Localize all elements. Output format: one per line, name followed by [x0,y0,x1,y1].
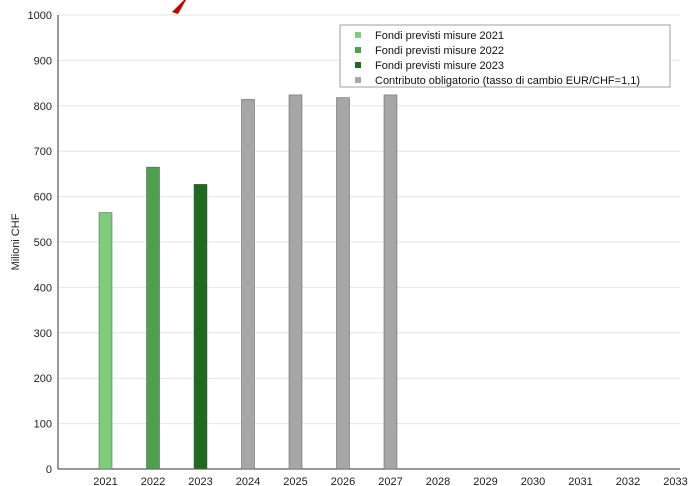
x-tick-label: 2031 [568,476,592,486]
x-tick-label: 2032 [616,476,640,486]
x-tick-label: 2024 [236,476,260,486]
x-tick-label: 2029 [473,476,497,486]
bar [336,97,350,470]
y-tick-label: 900 [34,55,52,67]
legend-box [339,24,671,88]
x-tick-label: 2027 [378,476,402,486]
bar [193,184,208,470]
bars [98,94,398,470]
legend-swatch [355,47,361,53]
x-tick-label: 2028 [426,476,450,486]
y-tick-label: 200 [34,373,52,385]
bar [146,166,160,470]
y-tick-label: 500 [34,237,52,249]
y-tick-label: 300 [34,328,52,340]
legend-label: Contributo obligatorio (tasso di cambio … [375,75,640,87]
y-tick-label: 400 [34,282,52,294]
x-tick-label: 2022 [141,476,165,486]
red-stroke [172,0,186,14]
legend: Fondi previsti misure 2021 Fondi previsti… [339,24,671,88]
bar [241,99,255,470]
red-stroke-decoration [172,0,186,14]
legend-label: Fondi previsti misure 2021 [375,30,504,42]
y-tick-label: 600 [34,192,52,204]
bar [288,94,303,470]
bar [98,212,113,470]
y-tick-label: 100 [34,419,52,431]
legend-label: Fondi previsti misure 2023 [375,60,504,72]
x-tick-label: 2023 [188,476,212,486]
legend-swatch [355,32,361,38]
y-tick-label: 800 [34,101,52,113]
y-axis-title: Milioni CHF [10,213,22,270]
x-tick-label: 2025 [283,476,307,486]
legend-label: Fondi previsti misure 2022 [375,45,504,57]
y-tick-label: 1000 [28,10,52,22]
legend-swatch [355,77,361,83]
x-tick-label: 2033 [663,476,687,486]
x-tick-label: 2026 [331,476,355,486]
tick-labels: 0 100 200 300 400 500 600 700 800 900 1000 2021 2022… [28,10,688,486]
legend-swatch [355,62,361,68]
x-tick-label: 2021 [93,476,117,486]
bar [383,94,398,470]
y-tick-label: 0 [46,464,52,476]
x-tick-label: 2030 [521,476,545,486]
axes [57,15,680,470]
y-tick-label: 700 [34,146,52,158]
